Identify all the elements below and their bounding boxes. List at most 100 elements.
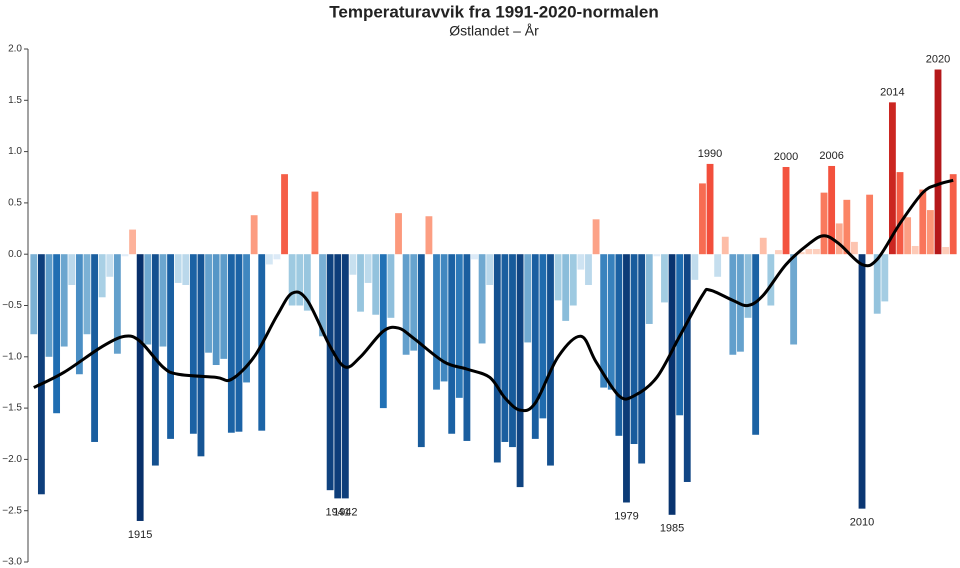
bar: [775, 250, 782, 255]
bar: [888, 102, 896, 255]
bar: [623, 254, 630, 503]
bar: [37, 254, 45, 495]
bar: [699, 183, 706, 255]
bar: [326, 254, 334, 491]
y-tick-label: 2.0: [8, 44, 22, 55]
bar: [113, 254, 121, 354]
chart-title: Temperaturavvik fra 1991-2020-normalen: [329, 2, 658, 21]
bar: [463, 254, 471, 441]
bar: [493, 254, 501, 463]
bar: [250, 215, 258, 255]
year-annotation: 1979: [614, 510, 638, 522]
bar: [858, 254, 866, 509]
bar: [91, 254, 99, 442]
bar: [782, 166, 790, 255]
bar: [349, 254, 357, 275]
bar: [395, 213, 402, 255]
bar: [121, 254, 129, 257]
bar: [53, 254, 61, 414]
year-annotation: 2006: [819, 150, 843, 162]
bar: [797, 252, 805, 255]
bar: [311, 191, 319, 255]
bar: [873, 254, 881, 314]
bar: [691, 254, 699, 280]
bar: [227, 254, 235, 433]
y-tick-label: −2.0: [2, 454, 22, 465]
bar: [851, 241, 858, 255]
bar: [835, 223, 843, 255]
bar: [577, 254, 585, 270]
bar: [949, 174, 957, 255]
bar: [661, 254, 668, 303]
bar: [75, 254, 83, 375]
bar: [934, 69, 942, 255]
chart-subtitle: Østlandet – År: [449, 23, 539, 39]
bar: [106, 254, 114, 277]
bar: [273, 254, 281, 260]
bar: [129, 229, 136, 255]
trend-line: [33, 178, 954, 413]
y-tick-label: −3.0: [2, 557, 22, 568]
year-annotation: 2020: [926, 53, 950, 65]
bar: [417, 254, 425, 448]
bar: [706, 163, 714, 255]
y-tick-label: 0.5: [8, 198, 22, 209]
bar: [714, 254, 722, 277]
bar: [615, 254, 623, 436]
bar: [683, 254, 691, 482]
year-annotation: 2000: [774, 151, 798, 163]
bar: [303, 254, 311, 311]
bar: [547, 254, 554, 466]
y-tick-label: 0.0: [8, 249, 22, 260]
bar: [896, 172, 904, 255]
bar: [167, 254, 174, 439]
bar: [220, 254, 228, 359]
y-tick-label: −1.5: [2, 403, 22, 414]
bar: [820, 192, 828, 255]
bar: [174, 254, 182, 283]
year-annotation: 1990: [698, 148, 722, 160]
bar: [478, 254, 486, 344]
bar: [501, 254, 509, 442]
bar: [554, 254, 562, 301]
bar: [911, 245, 919, 255]
bar: [486, 254, 494, 285]
bar: [531, 254, 539, 439]
bar: [455, 254, 463, 398]
y-tick-label: 1.0: [8, 146, 22, 157]
bar: [182, 254, 190, 285]
bar: [235, 254, 243, 432]
bar: [653, 254, 661, 257]
bar: [189, 254, 197, 434]
bar: [98, 254, 106, 298]
bar: [516, 254, 524, 488]
bar: [638, 254, 646, 464]
y-tick-label: −0.5: [2, 300, 22, 311]
bar: [828, 165, 836, 255]
bar: [205, 254, 212, 353]
bar: [721, 236, 729, 255]
bar: [372, 254, 380, 315]
bar: [45, 254, 53, 357]
bar: [759, 237, 767, 255]
bar: [448, 254, 456, 434]
bar: [471, 254, 478, 260]
bar: [729, 254, 737, 355]
bar: [319, 254, 326, 337]
y-tick-label: −1.0: [2, 351, 22, 362]
bar: [585, 254, 592, 285]
bar: [402, 254, 410, 355]
bar: [767, 254, 775, 306]
bar: [790, 254, 798, 345]
bar: [904, 217, 912, 255]
bar: [668, 254, 676, 515]
bar: [592, 219, 600, 255]
bar: [942, 247, 950, 255]
bar: [744, 254, 752, 318]
bar: [562, 254, 570, 321]
bar: [136, 254, 144, 521]
bar: [425, 216, 433, 255]
bar: [509, 254, 516, 448]
